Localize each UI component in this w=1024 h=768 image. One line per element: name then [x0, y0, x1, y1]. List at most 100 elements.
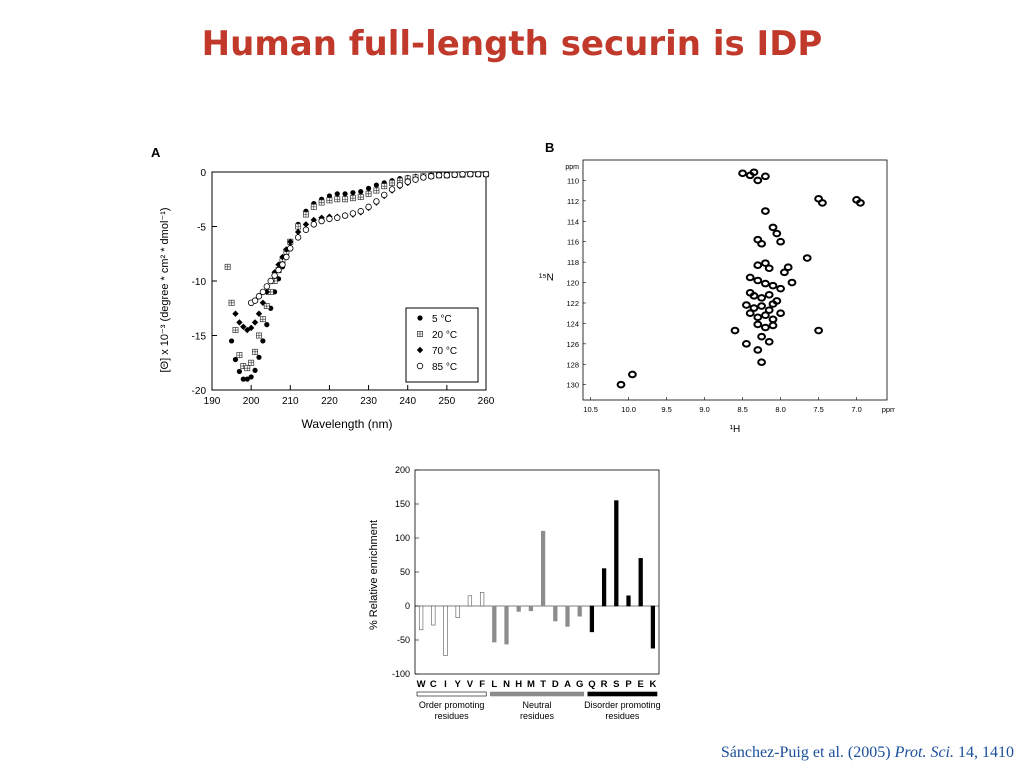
- hsqc-peak: [764, 306, 774, 314]
- cd-data-point: [318, 217, 325, 225]
- hsqc-x-axis-label: ¹H: [730, 424, 741, 435]
- cd-data-point: [263, 283, 270, 290]
- enrichment-category-label: A: [564, 679, 571, 690]
- enrichment-y-tick-label: 100: [395, 533, 410, 543]
- hsqc-peak: [749, 304, 759, 312]
- cd-data-point: [244, 365, 251, 372]
- square-marker-cross: [232, 327, 239, 333]
- square-marker-cross: [334, 196, 340, 202]
- cd-data-point: [263, 303, 270, 310]
- hsqc-peak: [764, 264, 774, 273]
- enrichment-category-label: Q: [588, 679, 595, 690]
- enrichment-bar: [589, 605, 595, 633]
- square-marker-cross: [252, 349, 258, 355]
- hsqc-peak: [776, 237, 786, 246]
- cd-data-point: [357, 208, 364, 215]
- square-marker-cross: [342, 196, 348, 202]
- hsqc-y-axis-label: ¹⁵N: [539, 273, 554, 284]
- enrichment-bar: [565, 605, 570, 627]
- cd-data-point: [275, 266, 282, 274]
- enrichment-bar: [638, 558, 643, 607]
- hsqc-peak: [772, 229, 782, 238]
- enrichment-category-label: N: [503, 679, 510, 690]
- cd-data-point: [279, 261, 286, 268]
- square-marker-cross: [311, 204, 317, 210]
- cd-data-point: [251, 319, 259, 326]
- cd-data-point: [326, 215, 333, 223]
- cd-data-point: [232, 310, 239, 317]
- enrichment-category-label: W: [417, 679, 426, 690]
- cd-y-tick-label: 0: [200, 168, 206, 179]
- cd-data-point: [228, 338, 235, 344]
- citation-authors: Sánchez-Puig et al. (2005): [720, 744, 891, 761]
- cd-data-point: [350, 190, 356, 196]
- enrichment-category-label: H: [515, 679, 522, 690]
- hsqc-peak: [761, 172, 770, 181]
- enrichment-category-label: Y: [455, 679, 462, 690]
- cd-data-point: [224, 263, 231, 270]
- cd-data-point: [259, 299, 267, 306]
- hsqc-y-tick-label: 130: [566, 381, 579, 390]
- citation: Sánchez-Puig et al. (2005) Prot. Sci. 14…: [721, 744, 1014, 762]
- hsqc-peak: [787, 278, 797, 287]
- hsqc-peak: [742, 301, 751, 309]
- hsqc-peak: [757, 358, 767, 367]
- hsqc-peak: [764, 337, 774, 346]
- cd-data-point: [310, 216, 317, 224]
- cd-data-point: [295, 223, 302, 230]
- enrichment-y-tick-label: -100: [392, 669, 410, 679]
- square-marker-cross: [248, 360, 254, 366]
- hsqc-peak: [768, 321, 778, 330]
- cd-data-point: [287, 245, 294, 252]
- cd-legend-label: 5 °C: [432, 314, 452, 325]
- enrichment-bar: [479, 592, 485, 607]
- enrichment-group-bar: [416, 691, 487, 697]
- hsqc-peak: [753, 320, 763, 329]
- cd-data-point: [256, 332, 262, 339]
- hsqc-peak: [753, 176, 763, 185]
- cd-data-point: [283, 253, 290, 261]
- cd-data-point: [357, 194, 364, 201]
- enrichment-bar: [626, 595, 631, 607]
- square-marker-cross: [350, 195, 356, 201]
- cd-data-point: [287, 238, 294, 245]
- enrichment-category-label: G: [576, 679, 583, 690]
- enrichment-bar: [528, 605, 534, 612]
- hsqc-peak: [761, 259, 770, 267]
- cd-legend-marker: [417, 331, 423, 337]
- enrichment-bar: [492, 605, 497, 643]
- hsqc-peak: [753, 313, 763, 322]
- cd-legend-marker: [417, 315, 423, 321]
- cd-data-point: [389, 179, 396, 186]
- cd-data-point: [255, 293, 263, 300]
- square-marker-cross: [326, 197, 333, 203]
- cd-x-tick-label: 210: [282, 396, 299, 407]
- cd-data-point: [342, 196, 349, 203]
- hsqc-x-tick-label: 8.5: [737, 405, 747, 414]
- enrichment-y-tick-label: 150: [395, 499, 410, 509]
- square-marker-cross: [319, 199, 325, 206]
- cd-data-point: [451, 171, 458, 178]
- hsqc-peak: [802, 254, 812, 262]
- enrichment-category-label: D: [552, 679, 559, 690]
- cd-data-point: [396, 181, 404, 189]
- enrichment-bar: [540, 530, 546, 607]
- cd-data-point: [420, 174, 427, 181]
- hsqc-peak: [757, 332, 767, 341]
- cd-data-point: [365, 203, 372, 211]
- cd-x-tick-label: 250: [439, 396, 456, 407]
- hsqc-peak: [753, 346, 763, 354]
- enrichment-bar: [431, 605, 436, 626]
- cd-data-point: [459, 170, 466, 178]
- square-marker-cross: [244, 365, 250, 371]
- cd-x-tick-label: 260: [478, 396, 495, 407]
- cd-data-point: [255, 310, 263, 317]
- cd-data-point: [342, 191, 348, 197]
- hsqc-peak: [757, 302, 767, 310]
- cd-data-point: [279, 253, 286, 261]
- cd-x-tick-label: 200: [243, 396, 260, 407]
- enrichment-y-axis-label: % Relative enrichment: [368, 520, 380, 630]
- hsqc-y-tick-label: 112: [567, 197, 579, 206]
- hsqc-y-unit: ppm: [565, 164, 579, 171]
- hsqc-peak: [768, 223, 778, 232]
